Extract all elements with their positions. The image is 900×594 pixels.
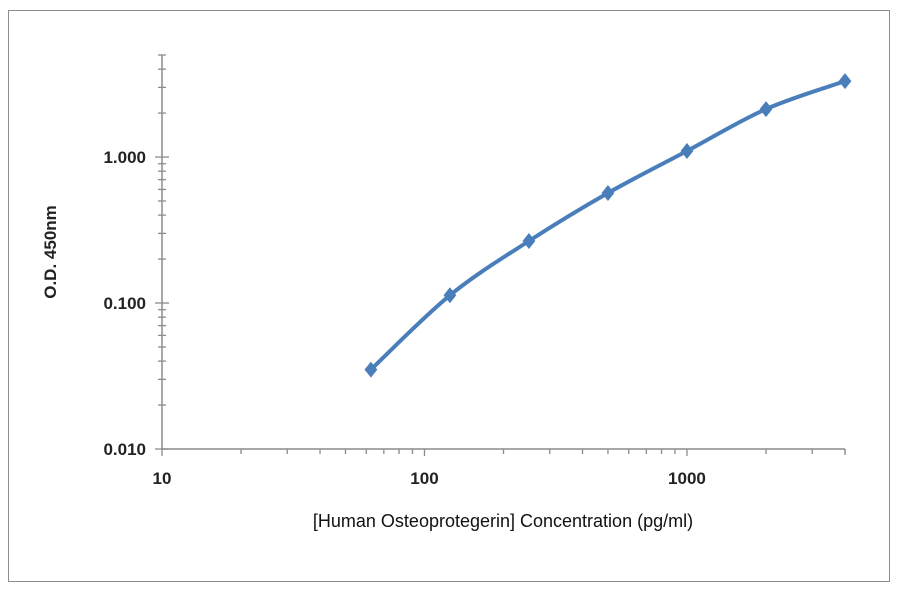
x-axis-title: [Human Osteoprotegerin] Concentration (p… [313,511,693,531]
chart-frame [8,10,890,582]
data-point [364,361,378,378]
y-axis-title: O.D. 450nm [41,205,60,299]
data-point [601,185,615,202]
data-point [680,142,694,159]
x-tick-label: 100 [410,469,438,488]
y-tick-label: 1.000 [103,148,146,167]
data-point [759,101,773,118]
x-tick-label: 1000 [668,469,706,488]
data-point [443,287,457,304]
data-point [838,73,852,90]
y-tick-label: 0.010 [103,440,146,459]
series-line [369,79,846,372]
data-point [522,232,536,249]
y-tick-label: 0.100 [103,294,146,313]
x-tick-label: 10 [153,469,172,488]
